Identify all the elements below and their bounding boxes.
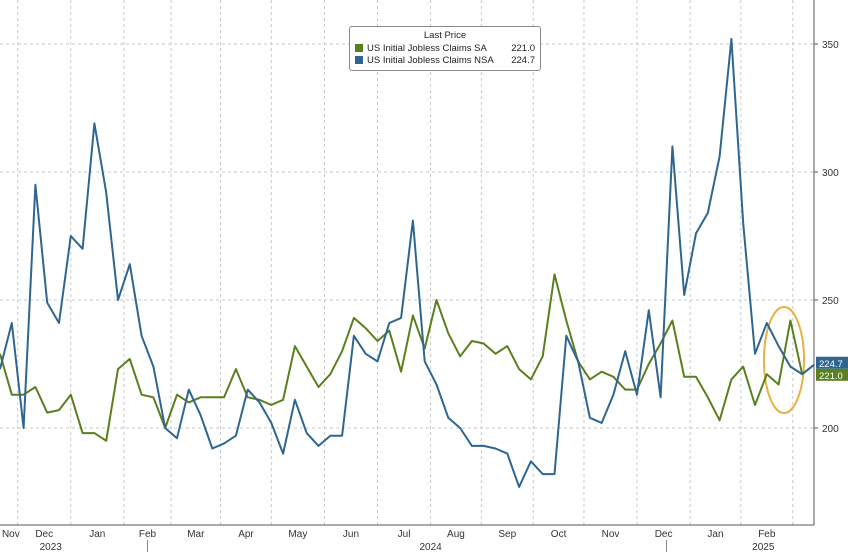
x-tick-label: May xyxy=(288,529,307,540)
series-line-nsa xyxy=(0,37,815,488)
y-tick-label: 300 xyxy=(822,168,839,179)
grid-lines xyxy=(0,0,814,525)
x-tick-label: Feb xyxy=(139,529,157,540)
legend-value-nsa: 224.7 xyxy=(511,54,535,66)
y-axis: 200 250 300 350 xyxy=(813,0,839,525)
series-lines xyxy=(0,37,815,488)
x-tick-label: Dec xyxy=(35,529,53,540)
x-year-label: 2025 xyxy=(752,542,775,552)
x-tick-label: Dec xyxy=(655,529,673,540)
x-tick-label: Nov xyxy=(2,529,20,540)
y-tick-label: 350 xyxy=(822,40,839,51)
legend-swatch-nsa xyxy=(355,56,363,64)
legend-label-sa: US Initial Jobless Claims SA xyxy=(367,42,487,54)
x-tick-label: Nov xyxy=(602,529,620,540)
legend-item-nsa: US Initial Jobless Claims NSA 224.7 xyxy=(355,54,535,66)
x-tick-label: Oct xyxy=(551,529,567,540)
y-tick-label: 250 xyxy=(822,296,839,307)
x-tick-label: Feb xyxy=(758,529,776,540)
last-value-text-sa: 221.0 xyxy=(819,371,843,382)
x-axis: Nov Dec Jan Feb Mar Apr May Jun Jul Aug Sep Oct Nov D… xyxy=(0,524,814,552)
last-value-tag-sa xyxy=(816,368,848,381)
legend-title: Last Price xyxy=(423,30,467,41)
x-year-label: 2023 xyxy=(40,542,63,552)
x-tick-label: Sep xyxy=(498,529,516,540)
legend-swatch-sa xyxy=(355,44,363,52)
x-tick-label: Jun xyxy=(343,529,359,540)
x-tick-label: Aug xyxy=(447,529,465,540)
last-value-text-nsa: 224.7 xyxy=(819,359,843,370)
legend: Last Price US Initial Jobless Claims SA … xyxy=(349,26,541,71)
legend-item-sa: US Initial Jobless Claims SA 221.0 xyxy=(355,42,535,54)
legend-label-nsa: US Initial Jobless Claims NSA xyxy=(367,54,494,66)
highlight-circle xyxy=(763,306,805,414)
y-tick-label: 200 xyxy=(822,424,839,435)
x-year-label: 2024 xyxy=(419,542,442,552)
x-tick-label: Jan xyxy=(89,529,105,540)
last-value-tag-nsa xyxy=(816,356,848,369)
legend-value-sa: 221.0 xyxy=(511,42,535,54)
x-tick-label: Jan xyxy=(707,529,723,540)
x-tick-label: Mar xyxy=(187,529,205,540)
x-tick-label: Apr xyxy=(238,529,254,540)
x-tick-label: Jul xyxy=(398,529,411,540)
series-line-sa xyxy=(0,273,804,442)
